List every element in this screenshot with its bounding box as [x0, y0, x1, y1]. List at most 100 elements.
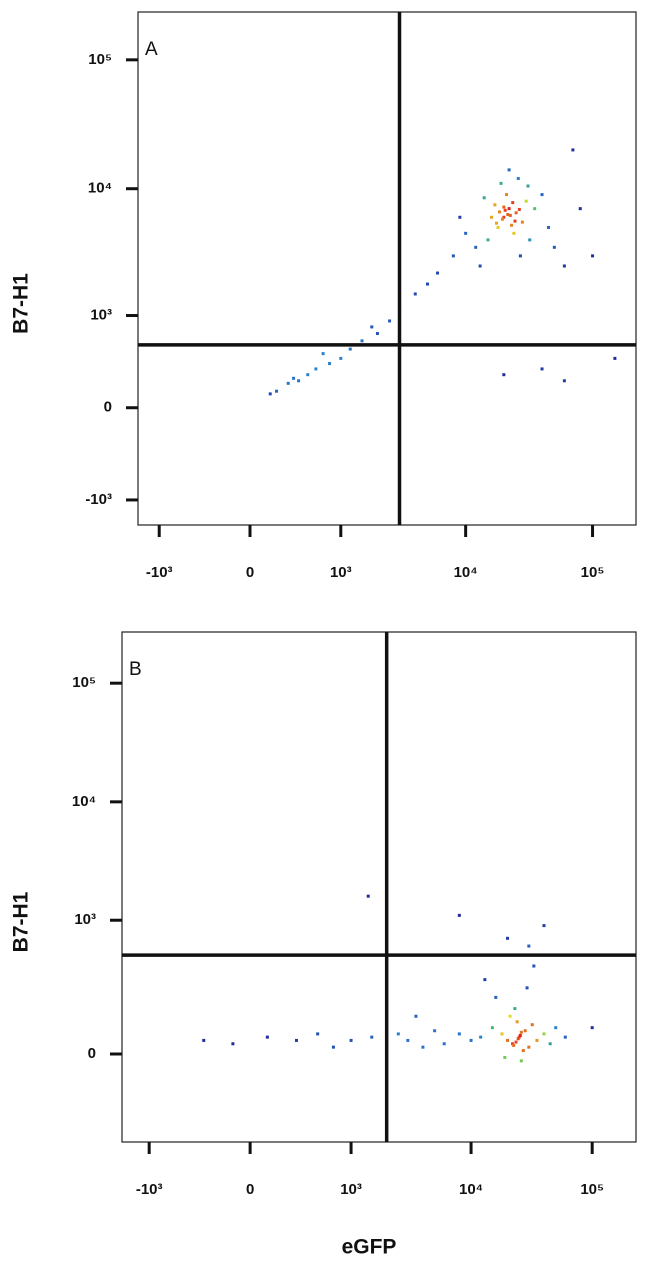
event-dot [366, 894, 370, 898]
event-dot [231, 1042, 235, 1046]
y-tick-label: 10³ [74, 911, 96, 928]
event-dot [502, 205, 506, 209]
event-dot [486, 238, 490, 242]
event-dot [527, 1045, 531, 1049]
event-dot [490, 215, 494, 219]
event-dot [436, 271, 440, 275]
x-axis-label: eGFP [342, 1236, 397, 1259]
y-tick-label: 0 [104, 399, 112, 416]
x-tick-label: 10⁴ [454, 564, 478, 581]
x-tick-label: 10³ [330, 564, 352, 581]
y-tick-label: 10⁴ [72, 793, 96, 810]
event-dot [275, 389, 279, 393]
event-dot [316, 1032, 320, 1036]
event-dot [464, 231, 468, 235]
event-dot [360, 339, 364, 343]
event-dot [530, 1023, 534, 1027]
event-dot [591, 254, 595, 258]
event-dot [506, 936, 510, 940]
event-dot [469, 1038, 473, 1042]
event-dot [563, 1035, 567, 1039]
event-dot [525, 986, 529, 990]
event-dot [520, 220, 524, 224]
event-dot [511, 1042, 515, 1046]
event-dot [500, 1032, 504, 1036]
y-tick-label: 10⁵ [72, 674, 96, 691]
event-dot [535, 1038, 539, 1042]
event-dot [388, 319, 392, 323]
event-dot [511, 201, 515, 205]
plot-frame [137, 11, 637, 526]
event-dot [286, 381, 290, 385]
y-axis-label: B7-H1 [10, 273, 33, 334]
event-dot [512, 231, 516, 235]
event-dot [349, 1038, 353, 1042]
event-dot [613, 356, 617, 360]
event-dot [506, 1038, 510, 1042]
event-dot [292, 376, 296, 380]
x-tick-label: -10³ [146, 564, 173, 581]
event-dot [331, 1045, 335, 1049]
event-dot [552, 245, 556, 249]
event-dot [521, 1049, 525, 1053]
event-dot [348, 347, 352, 351]
event-dot [526, 184, 530, 188]
event-dot [406, 1038, 410, 1042]
event-dot [523, 1029, 527, 1033]
event-dot [474, 245, 478, 249]
event-dot [493, 203, 497, 207]
event-dot [370, 1035, 374, 1039]
event-dot [514, 1040, 518, 1044]
event-dot [506, 213, 510, 217]
event-dot [517, 1035, 521, 1039]
event-dot [519, 1059, 523, 1063]
x-tick-label: 10⁴ [459, 1181, 483, 1198]
event-dot [507, 207, 511, 211]
event-dot [547, 225, 551, 229]
y-axis-label: B7-H1 [10, 891, 33, 952]
event-dot [496, 225, 500, 229]
event-dot [519, 1030, 523, 1034]
event-dot [542, 924, 546, 928]
event-dot [578, 207, 582, 211]
event-dot [503, 1055, 507, 1059]
event-dot [483, 978, 487, 982]
y-tick-label: 10⁴ [88, 180, 112, 197]
event-dot [339, 356, 343, 360]
x-tick-label: 10³ [340, 1181, 362, 1198]
event-dot [571, 148, 575, 152]
x-tick-label: 10⁵ [580, 1181, 604, 1198]
event-dot [505, 193, 509, 197]
event-dot [414, 1014, 418, 1018]
event-dot [518, 254, 522, 258]
event-dot [528, 238, 532, 242]
event-dot [370, 325, 374, 329]
event-dot [413, 292, 417, 296]
panel-label: A [145, 39, 158, 60]
event-dot [518, 1034, 522, 1038]
event-dot [548, 1042, 552, 1046]
event-dot [503, 208, 507, 212]
event-dot [533, 207, 537, 211]
event-dot [562, 264, 566, 268]
event-dot [554, 1026, 558, 1030]
y-tick-label: -10³ [85, 491, 112, 508]
event-dot [515, 1020, 519, 1024]
event-dot [314, 367, 318, 371]
y-tick-label: 10³ [90, 306, 112, 323]
event-dot [516, 177, 520, 181]
event-dot [532, 964, 536, 968]
event-dot [321, 352, 325, 356]
event-dot [513, 219, 517, 223]
event-dot [479, 1035, 483, 1039]
event-dot [507, 168, 511, 172]
event-dot [512, 1043, 516, 1047]
x-tick-label: 0 [246, 1181, 254, 1198]
event-dot [502, 373, 506, 377]
event-dot [500, 217, 504, 221]
x-tick-label: 10⁵ [581, 564, 605, 581]
event-dot [540, 193, 544, 197]
event-dot [516, 1037, 520, 1041]
event-dot [517, 207, 521, 211]
